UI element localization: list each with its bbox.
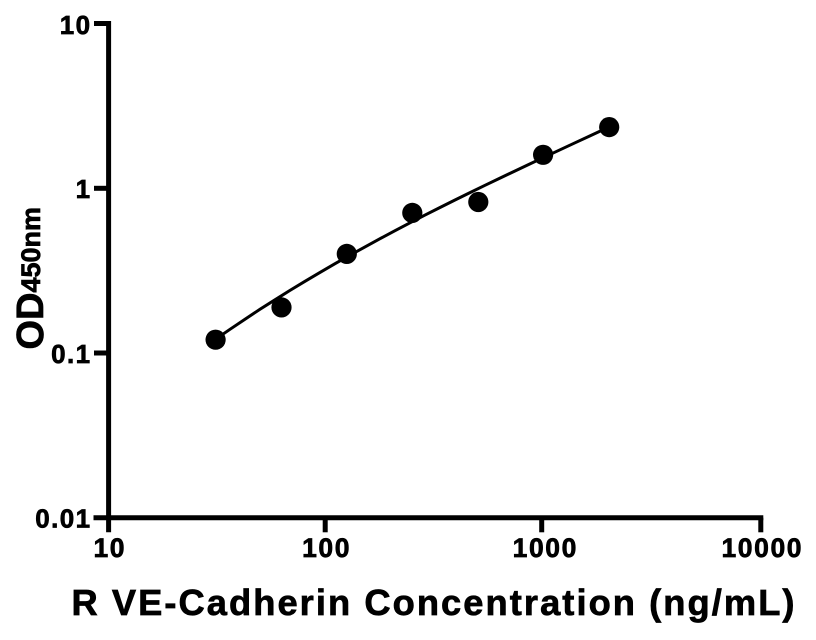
svg-text:R VE-Cadherin Concentration (n: R VE-Cadherin Concentration (ng/mL): [71, 582, 796, 623]
svg-text:OD450nm: OD450nm: [10, 207, 52, 350]
svg-text:1000: 1000: [513, 533, 578, 563]
svg-text:10000: 10000: [721, 533, 803, 563]
svg-text:0.1: 0.1: [51, 339, 91, 369]
svg-text:10: 10: [60, 10, 92, 40]
svg-text:100: 100: [302, 533, 351, 563]
svg-text:1: 1: [76, 174, 92, 204]
svg-text:10: 10: [93, 533, 126, 563]
svg-text:0.01: 0.01: [35, 503, 91, 533]
